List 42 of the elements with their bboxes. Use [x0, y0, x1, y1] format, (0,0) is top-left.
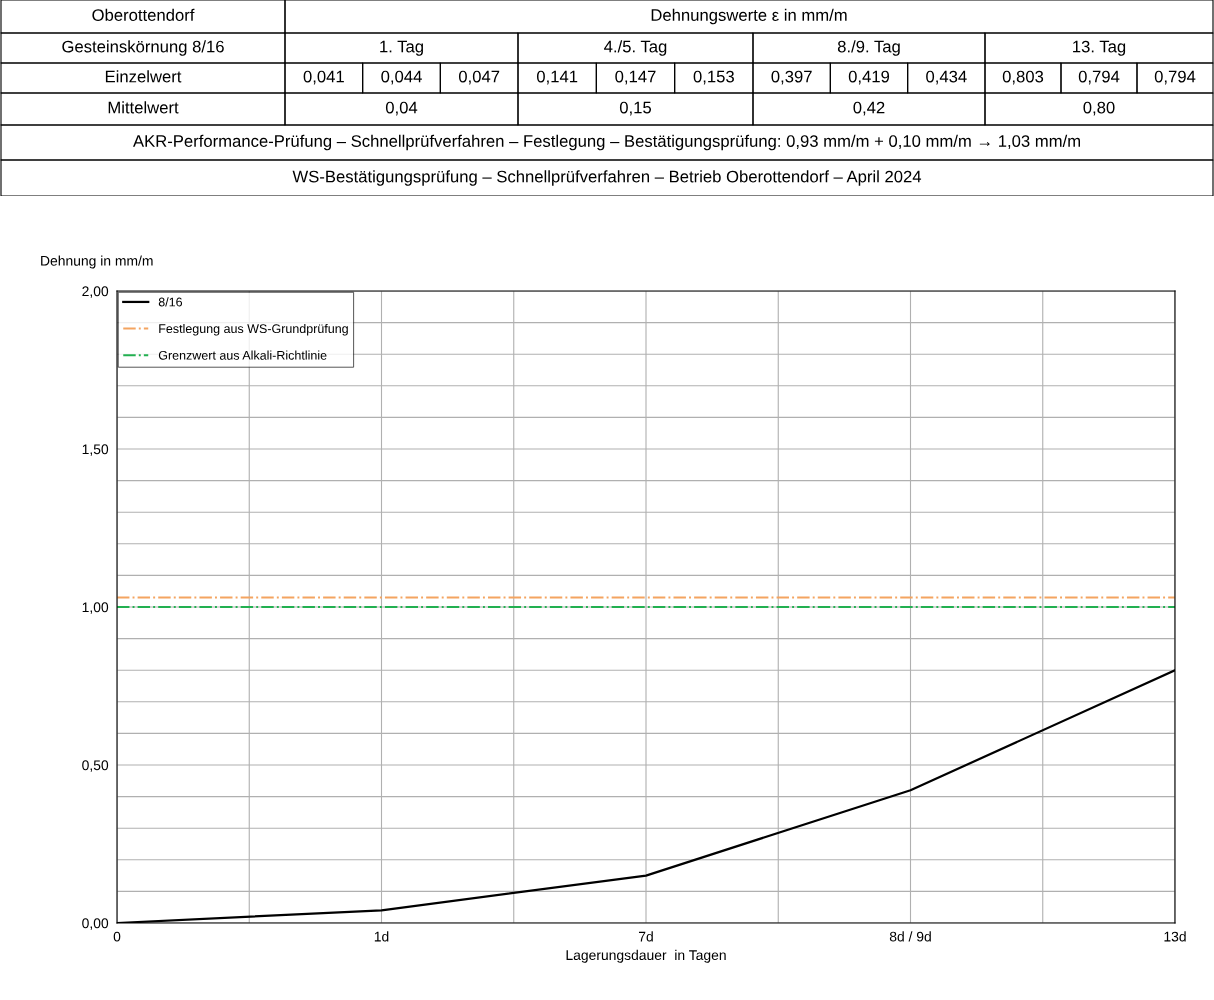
text: 0,794	[1154, 70, 1196, 85]
text: 0,04	[385, 101, 418, 116]
text: Mittelwert	[108, 101, 179, 114]
x-tick-label: 7d	[638, 931, 653, 942]
text: Einzelwert	[105, 70, 182, 83]
text: 0,041	[303, 70, 344, 85]
text: 1. Tag	[380, 40, 423, 56]
text: 0,434	[926, 70, 967, 85]
legend-label: Festlegung aus WS-Grundprüfung	[159, 323, 348, 336]
text: 4./5. Tag	[604, 40, 667, 56]
text: 0,153	[693, 70, 734, 85]
x-tick-label: 8d / 9d	[889, 931, 931, 942]
x-tick-label: 13d	[1164, 931, 1186, 942]
text: 0,397	[771, 70, 812, 85]
y-tick-label: 0,00	[82, 918, 109, 930]
text: Gesteinskörnung 8/16	[62, 40, 224, 56]
y-tick-label: 2,00	[82, 286, 109, 298]
y-axis-title: Dehnung in mm/m	[41, 255, 153, 269]
x-tick-label: 1d	[374, 931, 389, 942]
text: WS-Bestätigungsprüfung – Schnellprüfverfahren – Betrieb Oberottendorf – April 2024	[292, 170, 922, 186]
y-tick-label: 1,50	[82, 444, 109, 456]
text: 8./9. Tag	[837, 40, 900, 56]
text: 0,15	[619, 101, 652, 116]
legend-label: Grenzwert aus Alkali-Richtlinie	[158, 350, 327, 360]
x-tick-label: 0	[113, 931, 121, 942]
text: 0,42	[853, 101, 885, 116]
text: Oberottendorf	[92, 8, 195, 21]
text: 0,794	[1078, 70, 1120, 85]
text: 0,147	[615, 70, 656, 85]
text: Dehnungswerte ε in mm/m	[651, 8, 847, 25]
text: 0,047	[458, 70, 500, 85]
text: 0,803	[1002, 70, 1044, 85]
text: 0,044	[381, 70, 422, 85]
legend-label: 8/16	[158, 297, 183, 307]
y-tick-label: 1,00	[82, 602, 109, 614]
text: 0,419	[848, 70, 890, 85]
text: 0,141	[536, 70, 578, 85]
x-axis-title: Lagerungsdauer in Tagen	[566, 949, 726, 963]
y-tick-label: 0,50	[82, 760, 109, 772]
text: 13. Tag	[1073, 40, 1126, 56]
text: AKR-Performance-Prüfung – Schnellprüfverfahren – Festlegung – Bestätigungsprüfung: 0,93 mm/m + 0,10 mm/m → 1,03 mm/m	[133, 134, 1080, 151]
text: 0,80	[1083, 101, 1115, 116]
